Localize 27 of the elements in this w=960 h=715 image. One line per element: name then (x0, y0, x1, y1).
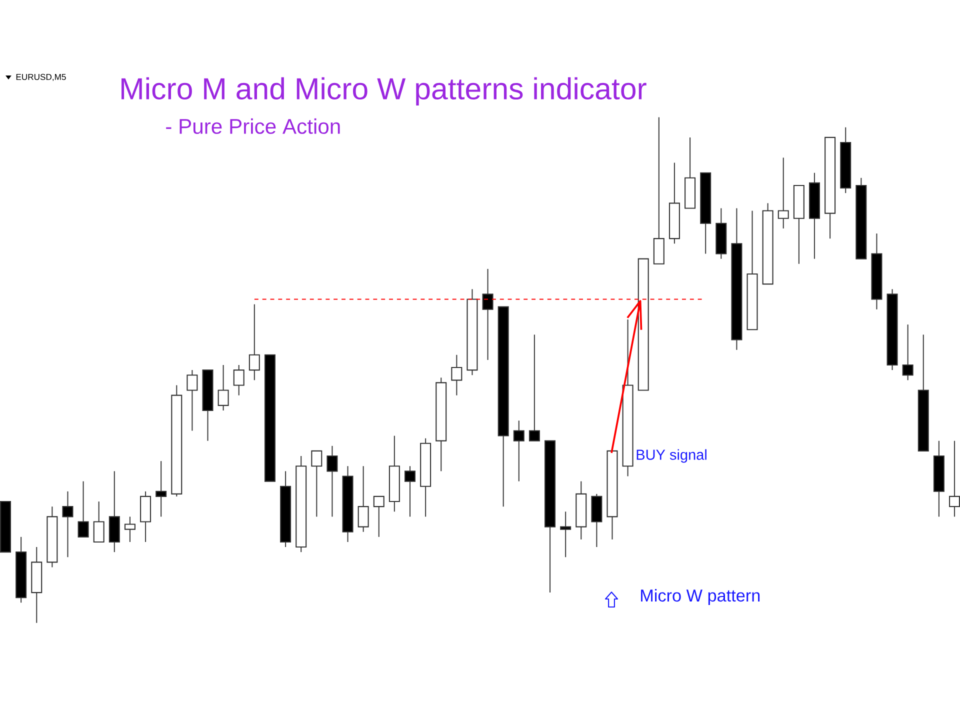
candlestick (233, 364, 244, 396)
candlestick (778, 157, 789, 229)
candlestick (948, 440, 960, 518)
candlestick (528, 334, 540, 442)
candlestick (358, 465, 369, 532)
candlestick (373, 496, 384, 538)
candlestick (156, 460, 167, 518)
candlestick (124, 516, 136, 542)
chart-subtitle: - Pure Price Action (166, 118, 340, 134)
candlestick (218, 364, 229, 411)
candlestick (186, 369, 198, 432)
candlestick (513, 420, 524, 482)
candlestick (311, 450, 322, 518)
candlestick (326, 445, 338, 518)
annotation: Micro W pattern (641, 588, 760, 605)
annotation: BUY signal (636, 449, 706, 463)
candlestick (404, 465, 416, 518)
candlestick (248, 304, 260, 381)
candlestick (62, 490, 74, 558)
candlestick (93, 500, 104, 542)
text: EURUSD,M5 (16, 74, 66, 81)
candlestick (482, 268, 494, 360)
candlestick (560, 510, 572, 558)
candlestick (902, 324, 914, 381)
candlestick (78, 480, 89, 538)
chart-title: Micro M and Micro W patterns indicator (122, 77, 646, 106)
candlestick (451, 354, 462, 396)
